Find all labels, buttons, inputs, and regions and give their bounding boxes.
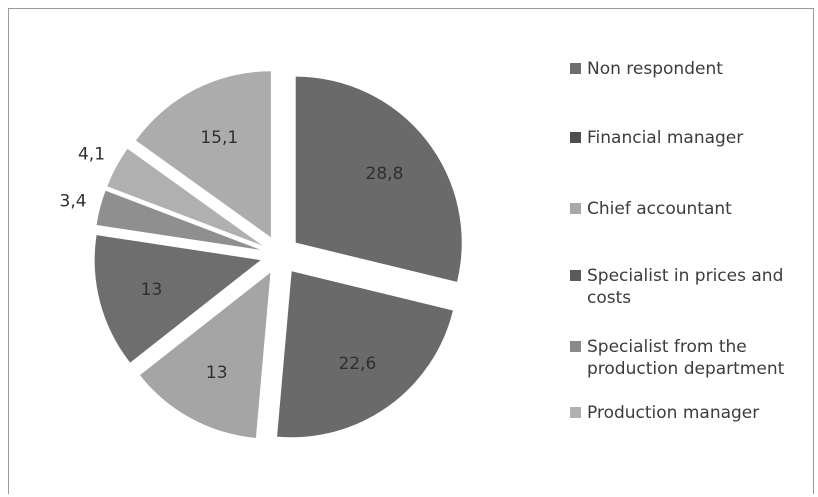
slice-value-label: 28,8 (366, 164, 404, 184)
legend-swatch (570, 270, 581, 281)
slice-value-label: 3,4 (60, 191, 87, 211)
slice-value-label: 4,1 (78, 145, 105, 165)
pie-slice (295, 76, 462, 282)
pie-slice (94, 235, 261, 363)
pie-slice (96, 190, 261, 250)
pie-slice (135, 71, 271, 238)
legend-item: Financial manager (570, 127, 812, 149)
slice-value-label: 22,6 (338, 354, 376, 374)
legend-label: Specialist from the production departmen… (587, 337, 785, 379)
slice-value-label: 13 (206, 363, 228, 383)
legend-item: Specialist in prices and costs (570, 265, 812, 309)
legend-swatch (570, 63, 581, 74)
slice-value-label: 15,1 (200, 128, 238, 148)
legend-swatch (570, 341, 581, 352)
legend-swatch (570, 203, 581, 214)
legend-label: Production manager (587, 403, 760, 423)
legend-swatch (570, 407, 581, 418)
legend-label: Specialist in prices and costs (587, 266, 784, 308)
legend-swatch (570, 132, 581, 143)
legend-label: Non respondent (587, 59, 723, 79)
legend-item: Specialist from the production departmen… (570, 336, 812, 380)
legend-item: Production manager (570, 402, 812, 424)
slice-value-label: 13 (141, 280, 163, 300)
pie-slice (277, 271, 453, 438)
pie-slice (107, 148, 263, 246)
legend-label: Chief accountant (587, 199, 732, 219)
chart-frame (8, 8, 814, 494)
legend-label: Financial manager (587, 128, 744, 148)
legend-item: Chief accountant (570, 198, 812, 220)
legend-item: Non respondent (570, 58, 812, 80)
pie-slice (139, 272, 271, 438)
